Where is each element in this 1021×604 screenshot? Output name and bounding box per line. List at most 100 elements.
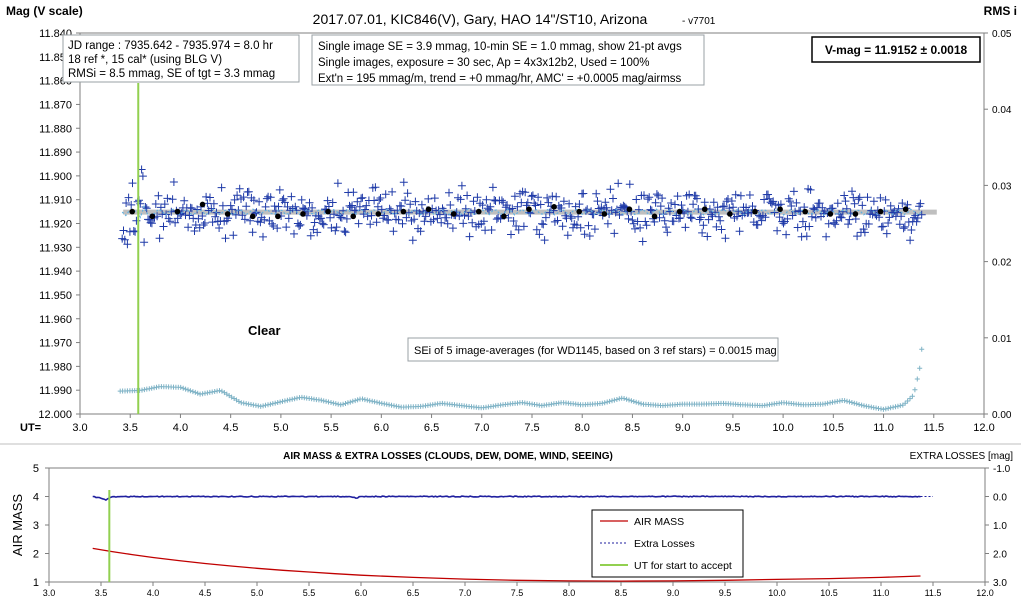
average-point: [275, 213, 281, 220]
bottom-x-tick-label: 4.5: [199, 588, 212, 598]
y2-tick-label: 0.01: [992, 334, 1012, 345]
bottom-x-tick-label: 10.0: [768, 588, 786, 598]
info-center-line: Single image SE = 3.9 mmag, 10-min SE = …: [318, 41, 682, 53]
y-tick-label: 11.870: [39, 99, 72, 111]
average-point: [727, 211, 733, 217]
legend-entry: Extra Losses: [634, 538, 695, 550]
average-point: [802, 208, 809, 215]
y2-tick-label: 0.00: [992, 410, 1012, 421]
rms-point: [919, 346, 925, 352]
average-point: [526, 206, 532, 213]
y-tick-label: 11.890: [39, 147, 72, 159]
bottom-x-tick-label: 9.5: [719, 588, 732, 598]
bottom-legend: AIR MASS Extra Losses UT for start to acce…: [591, 509, 744, 578]
info-left-line: RMSi = 8.5 mmag, SE of tgt = 3.3 mmag: [68, 68, 275, 80]
top-y2-axis-label: RMS i: [984, 4, 1017, 18]
average-point: [475, 208, 482, 215]
y2-tick-label: 0.04: [992, 105, 1012, 116]
sei-label: SEi of 5 image-averages (for WD1145, bas…: [414, 345, 777, 357]
average-point: [501, 213, 507, 220]
x-tick-label: 5.5: [323, 422, 338, 434]
y2-tick-label: 0.05: [992, 29, 1012, 40]
average-point: [701, 206, 708, 213]
average-point: [400, 208, 407, 215]
y2-tick-label: 0.03: [992, 181, 1012, 192]
y-tick-label: 11.880: [39, 123, 72, 135]
legend-entry: AIR MASS: [634, 516, 684, 528]
average-point: [375, 211, 382, 217]
average-point: [852, 211, 859, 217]
x-tick-label: 6.5: [424, 422, 439, 434]
bottom-y2-tick-label: 2.0: [993, 550, 1007, 561]
single-image-point: [118, 165, 926, 249]
x-tick-label: 8.0: [575, 422, 590, 434]
info-box-center: [311, 34, 705, 86]
bottom-x-tick-label: 7.0: [459, 588, 472, 598]
vmag-label: V-mag = 11.9152 ± 0.0018: [825, 43, 968, 57]
bottom-x-tick-label: 5.0: [251, 588, 264, 598]
bottom-x-tick-label: 4.0: [147, 588, 160, 598]
average-points: [129, 201, 909, 220]
bottom-x-tick-label: 8.0: [563, 588, 576, 598]
y-tick-label: 11.910: [39, 195, 72, 207]
x-tick-label: 7.5: [524, 422, 539, 434]
x-tick-label: 11.5: [923, 422, 944, 434]
x-tick-label: 3.0: [72, 422, 87, 434]
single-image-points: [118, 165, 926, 249]
average-point: [174, 208, 181, 215]
bottom-y2-tick-label: 1.0: [993, 521, 1007, 532]
y-tick-label: 12.000: [38, 409, 72, 421]
average-point: [199, 201, 206, 208]
bottom-x-tick-label: 3.0: [43, 588, 56, 598]
average-point: [752, 208, 758, 215]
average-point: [350, 213, 357, 220]
bottom-x-tick-label: 11.0: [873, 588, 890, 598]
x-tick-label: 4.0: [173, 422, 188, 434]
x-tick-label: 11.0: [873, 422, 894, 434]
bottom-y-tick-label: 2: [33, 549, 39, 561]
top-x-axis-label: UT=: [20, 422, 41, 434]
y2-tick-label: 0.02: [992, 258, 1012, 269]
sei-box: [407, 337, 779, 362]
bottom-y-axis-label: AIR MASS: [10, 494, 25, 556]
info-center-line: Ext'n = 195 mmag/m, trend = +0 mmag/hr, …: [318, 73, 682, 85]
vmag-box: [811, 36, 981, 63]
bottom-y2-tick-label: 0.0: [993, 493, 1007, 504]
bottom-plot-area: [48, 467, 986, 583]
y-tick-label: 11.950: [39, 290, 72, 302]
x-tick-label: 9.5: [725, 422, 740, 434]
info-center-line: Single images, exposure = 30 sec, Ap = 4…: [318, 57, 649, 69]
average-point: [450, 211, 457, 217]
x-tick-label: 7.0: [474, 422, 489, 434]
average-point: [249, 213, 256, 220]
legend-entry: UT for start to accept: [634, 560, 732, 572]
bottom-y-tick-label: 4: [33, 492, 39, 504]
average-point: [676, 208, 683, 215]
info-left-line: JD range : 7935.642 - 7935.974 = 8.0 hr: [68, 40, 273, 52]
bottom-x-tick-label: 6.5: [407, 588, 420, 598]
top-y-axis-label: Mag (V scale): [6, 4, 83, 18]
bottom-chart: AIR MASS & EXTRA LOSSES (CLOUDS, DEW, DO…: [10, 451, 1013, 598]
bottom-x-tick-label: 5.5: [303, 588, 316, 598]
x-tick-label: 5.0: [273, 422, 288, 434]
average-point: [777, 206, 783, 213]
x-tick-label: 10.0: [772, 422, 793, 434]
version-label: - v7701: [682, 16, 716, 27]
y-tick-label: 11.930: [39, 242, 72, 254]
average-point: [877, 208, 884, 215]
bottom-chart-title: AIR MASS & EXTRA LOSSES (CLOUDS, DEW, DO…: [283, 451, 613, 462]
bottom-y2-tick-label: 3.0: [993, 578, 1007, 589]
average-point: [651, 213, 658, 220]
extra-losses-line: [92, 495, 921, 502]
average-point: [902, 206, 909, 213]
x-tick-label: 12.0: [973, 422, 994, 434]
average-point: [224, 211, 231, 217]
bottom-x-tick-label: 11.5: [925, 588, 942, 598]
x-tick-label: 3.5: [123, 422, 138, 434]
y-tick-label: 11.900: [39, 171, 72, 183]
info-box-left: [62, 34, 300, 83]
bottom-x-tick-label: 3.5: [95, 588, 108, 598]
bottom-x-tick-label: 6.0: [355, 588, 368, 598]
average-point: [425, 206, 432, 213]
average-point: [626, 206, 633, 213]
